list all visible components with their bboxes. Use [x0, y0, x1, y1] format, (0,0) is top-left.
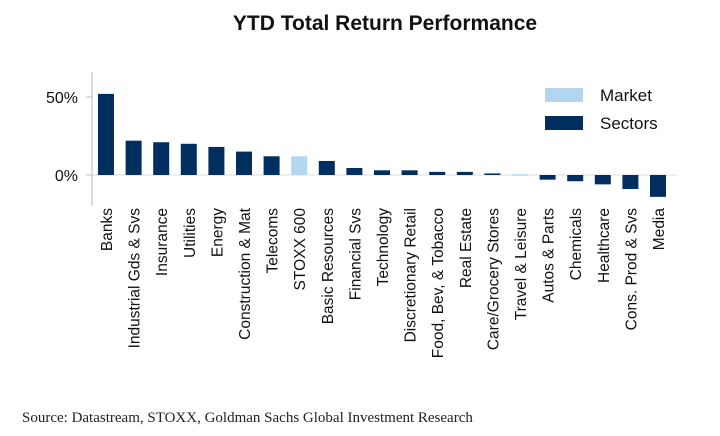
- x-tick-label: Chemicals: [568, 208, 585, 281]
- bar-industrial-gds-svs: [125, 140, 142, 175]
- bar-telecoms: [263, 156, 280, 175]
- bar-autos-parts: [539, 175, 556, 180]
- x-axis-labels: Banks Industrial Gds & Svs Insurance Utilit…: [99, 207, 668, 358]
- x-tick-label: Cons. Prod & Svs: [623, 208, 640, 331]
- x-tick-label: Travel & Leisure: [513, 208, 530, 320]
- x-tick-label: Real Estate: [458, 208, 475, 288]
- x-tick-label: Construction & Mat: [237, 207, 254, 339]
- legend-label-sectors: Sectors: [600, 114, 658, 133]
- x-tick-label: STOXX 600: [292, 208, 309, 291]
- bar-stoxx-600: [291, 156, 308, 175]
- bar-chemicals: [567, 175, 584, 182]
- bar-food-bev-tobacco: [429, 171, 446, 175]
- source-note: Source: Datastream, STOXX, Goldman Sachs…: [22, 410, 473, 426]
- bar-basic-resources: [318, 160, 335, 175]
- y-tick-label: 50%: [46, 90, 78, 107]
- legend-swatch-market: [545, 88, 583, 102]
- bar-discretionary-retail: [401, 170, 418, 175]
- legend: Market Sectors: [545, 86, 658, 133]
- x-tick-label: Media: [651, 208, 668, 251]
- x-tick-label: Insurance: [154, 208, 171, 276]
- x-tick-label: Discretionary Retail: [403, 208, 420, 342]
- y-axis-ticks: 0% 50%: [46, 90, 92, 185]
- chart-title: YTD Total Return Performance: [232, 12, 538, 35]
- bar-banks: [98, 93, 114, 175]
- bar-care-grocery-stores: [484, 173, 501, 175]
- bar-real-estate: [456, 171, 473, 175]
- bar-travel-leisure: [512, 174, 528, 176]
- x-tick-label: Food, Bev, & Tobacco: [430, 208, 447, 358]
- legend-label-market: Market: [600, 86, 652, 105]
- x-tick-label: Utilities: [182, 208, 199, 258]
- y-tick-label: 0%: [55, 168, 78, 185]
- x-tick-label: Technology: [375, 208, 392, 287]
- x-tick-label: Financial Svs: [347, 208, 364, 300]
- x-tick-label: Autos & Parts: [541, 208, 558, 303]
- legend-swatch-sectors: [545, 116, 583, 130]
- bar-financial-svs: [346, 167, 363, 175]
- x-tick-label: Healthcare: [596, 208, 613, 283]
- bar-cons-prod-svs: [622, 175, 639, 190]
- bar-insurance: [153, 142, 170, 175]
- bar-energy: [208, 146, 225, 175]
- x-tick-label: Care/Grocery Stores: [485, 208, 502, 350]
- x-tick-label: Industrial Gds & Svs: [127, 208, 144, 349]
- bar-utilities: [180, 143, 197, 175]
- bars: [98, 93, 666, 197]
- x-tick-label: Telecoms: [265, 208, 282, 274]
- bar-technology: [374, 170, 390, 175]
- bar-healthcare: [594, 175, 611, 185]
- x-tick-label: Basic Resources: [320, 208, 337, 325]
- bar-construction-mat: [236, 151, 252, 175]
- x-tick-label: Banks: [99, 208, 116, 251]
- bar-media: [650, 175, 666, 197]
- x-tick-label: Energy: [209, 208, 226, 257]
